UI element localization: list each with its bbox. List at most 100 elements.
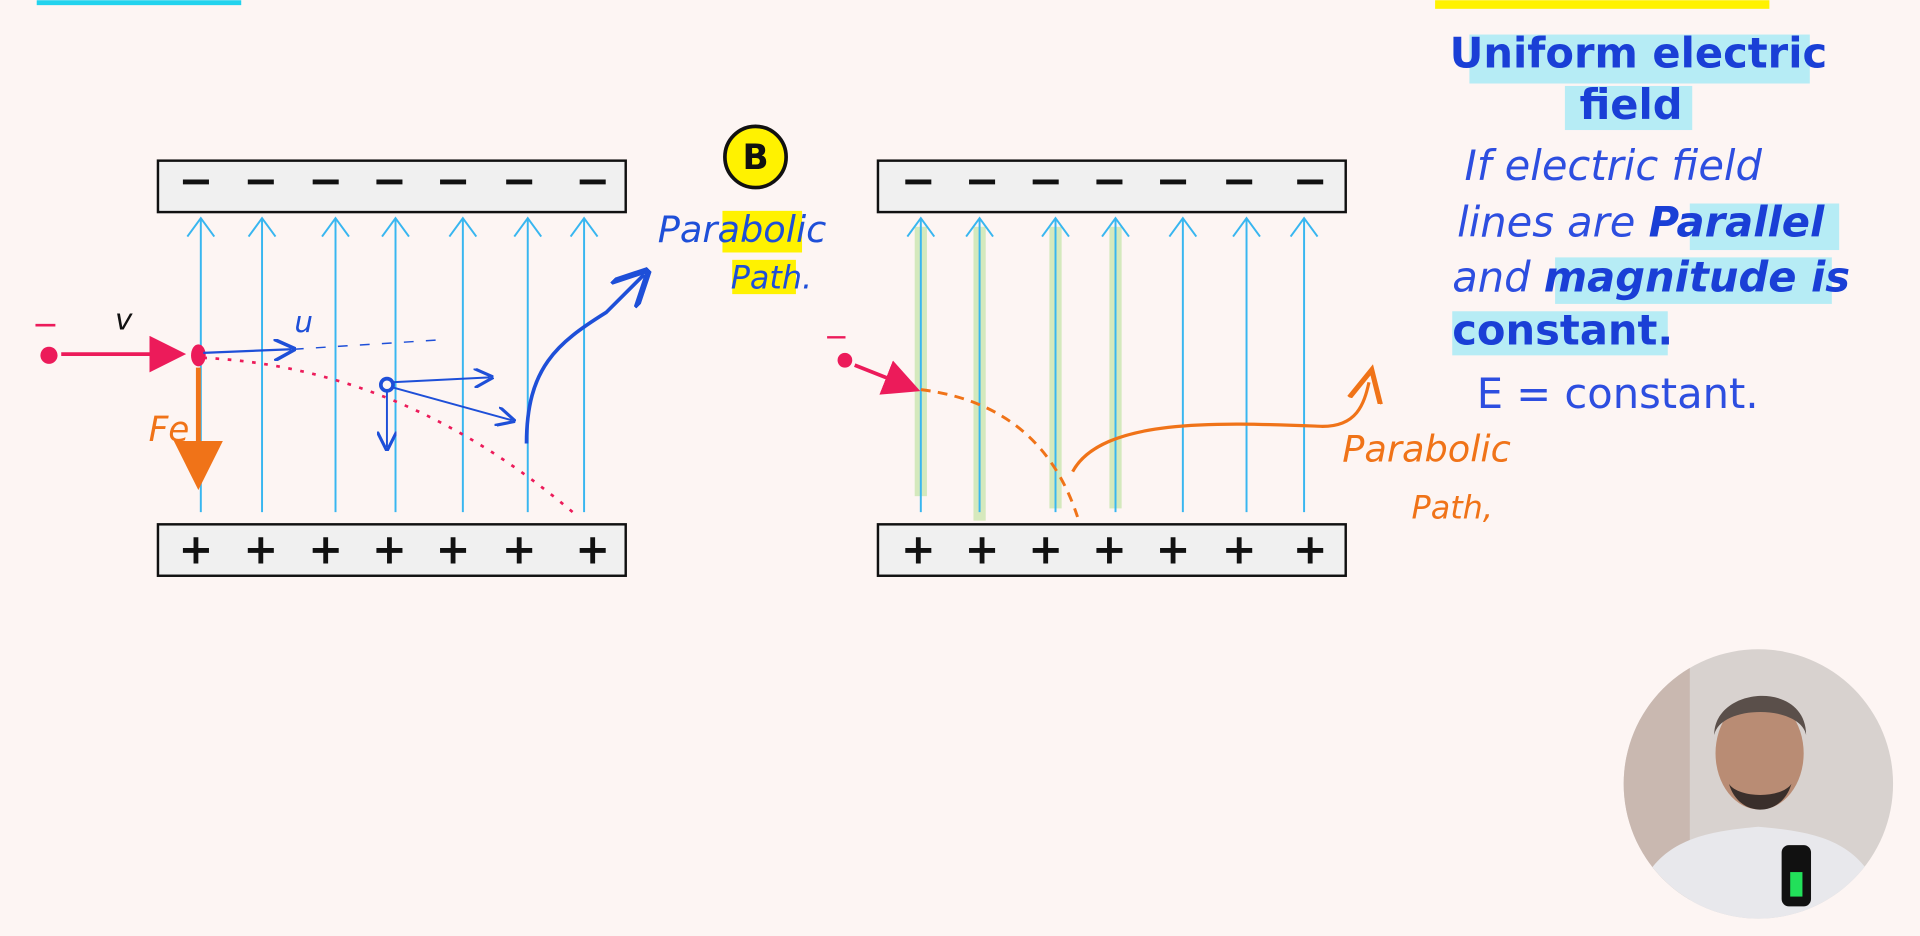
plate-sign: +	[1222, 524, 1257, 573]
webcam-person	[1728, 783, 1792, 810]
left-drawing	[40, 124, 803, 516]
label: v	[115, 303, 133, 337]
field-line	[513, 216, 543, 513]
field-line	[321, 216, 350, 513]
highlight	[1564, 85, 1693, 131]
label: Parabolic	[1342, 427, 1511, 470]
note-text: lines are	[1457, 198, 1635, 247]
field-line	[569, 216, 599, 513]
tag-circle	[723, 124, 788, 190]
plate	[156, 159, 627, 214]
field-line	[965, 216, 994, 513]
webcam-person	[1714, 695, 1807, 735]
plate-sign: +	[575, 524, 610, 573]
note-text: magnitude is	[1544, 253, 1850, 302]
plate-sign: −	[575, 156, 610, 205]
plate-sign: +	[372, 524, 407, 573]
plate-sign: −	[901, 156, 936, 205]
label: Path,	[1412, 489, 1493, 527]
arrow	[391, 377, 490, 382]
field-line	[448, 216, 478, 513]
plate-sign: −	[1092, 156, 1127, 205]
plate-sign: −	[372, 156, 407, 205]
field-line	[1232, 216, 1261, 513]
highlight	[722, 210, 803, 253]
plate	[156, 523, 627, 577]
plate-sign: +	[243, 524, 278, 573]
path	[1071, 382, 1369, 473]
note-line: E = constant.	[1477, 369, 1759, 418]
charge-sign: −	[824, 320, 849, 354]
plate-sign: +	[178, 524, 213, 573]
plate-sign: −	[1222, 156, 1257, 205]
charge-sign: −	[32, 305, 59, 343]
label: Fe	[149, 410, 190, 450]
plate-sign: +	[901, 524, 936, 573]
plate-sign: +	[436, 524, 471, 573]
plate-sign: +	[1156, 524, 1191, 573]
charge	[837, 352, 853, 368]
label: u	[294, 305, 313, 339]
note-text: Parallel	[1649, 198, 1825, 247]
charge	[191, 344, 206, 367]
plate-sign: −	[1293, 156, 1328, 205]
webcam-person	[1715, 696, 1804, 810]
path	[524, 275, 645, 444]
plate-sign: +	[502, 524, 537, 573]
plate-signs: − − − − − − −+ + + + + + +− − − − − − −+ + + + + + +	[178, 156, 1327, 574]
note-title: Uniform electric	[1450, 29, 1828, 78]
plates	[156, 159, 1347, 577]
plate-sign: +	[1028, 524, 1063, 573]
note-text: and	[1452, 253, 1531, 302]
field-line	[1101, 216, 1130, 513]
highlights	[914, 226, 1122, 521]
path	[203, 356, 577, 516]
plate-sign: −	[178, 156, 213, 205]
charge	[40, 346, 58, 364]
plate-sign: −	[308, 156, 343, 205]
top-bar	[36, 0, 242, 6]
highlight	[1555, 257, 1832, 304]
charge	[378, 376, 395, 393]
plate-sign: −	[1028, 156, 1063, 205]
field-line	[1289, 216, 1319, 513]
guide	[293, 338, 447, 350]
highlight	[1469, 34, 1810, 84]
webcam	[1623, 649, 1894, 919]
webcam-mic	[1790, 872, 1803, 897]
arrow	[391, 386, 512, 420]
top-bar	[1435, 0, 1770, 9]
plate-sign: −	[243, 156, 278, 205]
path	[920, 388, 1079, 518]
label: B	[742, 138, 768, 178]
plate	[876, 523, 1347, 577]
right-drawing	[837, 352, 1369, 518]
note-line: lines are Parallel	[1457, 198, 1825, 247]
field-line	[247, 216, 277, 513]
arrow	[854, 360, 921, 395]
plate-sign: −	[965, 156, 1000, 205]
field-line	[906, 216, 936, 513]
label: Parabolic	[658, 208, 827, 251]
arrow	[203, 349, 291, 353]
field-line	[1168, 216, 1198, 513]
plate-sign: +	[965, 524, 1000, 573]
plate-sign: −	[436, 156, 471, 205]
plate-sign: +	[1293, 524, 1328, 573]
highlight	[1452, 311, 1668, 356]
note-title: field	[1579, 80, 1682, 129]
note-line: constant.	[1452, 305, 1673, 354]
label: Path.	[731, 258, 812, 296]
plate-sign: −	[502, 156, 537, 205]
highlight	[732, 259, 796, 295]
field-line	[381, 216, 410, 513]
note-highlights	[1452, 34, 1840, 356]
field-line	[1041, 216, 1070, 513]
plate-sign: +	[308, 524, 343, 573]
plate-sign: −	[1156, 156, 1191, 205]
plate	[876, 159, 1347, 214]
note-line: and magnitude is	[1452, 253, 1850, 302]
highlight	[1689, 203, 1840, 251]
